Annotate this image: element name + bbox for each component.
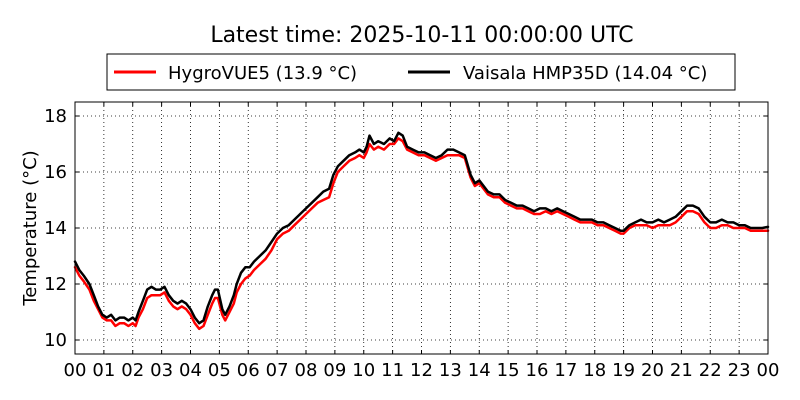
x-tick-label: 05 — [208, 360, 231, 381]
x-tick-label: 08 — [295, 360, 318, 381]
x-tick-label: 03 — [150, 360, 173, 381]
plot-frame — [74, 101, 769, 355]
x-axis-ticks: 00 01 02 03 04 05 06 07 08 09 10 11 12 13 14 15 16 17 18 19… — [64, 102, 780, 381]
y-tick-label: 12 — [44, 274, 67, 295]
y-tick-label: 10 — [44, 330, 67, 351]
grid-lines — [75, 102, 768, 354]
x-tick-label: 16 — [526, 360, 549, 381]
x-tick-label: 13 — [439, 360, 462, 381]
series-line-vaisala — [73, 131, 770, 325]
x-tick-label: 23 — [728, 360, 751, 381]
x-tick-label: 21 — [670, 360, 693, 381]
x-tick-label: 02 — [121, 360, 144, 381]
x-tick-label: 18 — [583, 360, 606, 381]
y-tick-label: 18 — [44, 106, 67, 127]
x-tick-label: 17 — [554, 360, 577, 381]
legend-label-hygrovue5: HygroVUE5 (13.9 °C) — [168, 63, 357, 84]
x-tick-label: 20 — [641, 360, 664, 381]
series-lines — [73, 131, 770, 331]
chart-legend: HygroVUE5 (13.9 °C) Vaisala HMP35D (14.0… — [106, 53, 736, 91]
x-tick-label: 06 — [237, 360, 260, 381]
x-tick-label: 14 — [468, 360, 491, 381]
chart-title: Latest time: 2025-10-11 00:00:00 UTC — [210, 23, 633, 48]
x-tick-label: 09 — [323, 360, 346, 381]
y-axis-label: Temperature (°C) — [20, 150, 41, 306]
x-tick-label: 11 — [381, 360, 404, 381]
x-tick-label: 19 — [612, 360, 635, 381]
x-tick-label: 00 — [64, 360, 87, 381]
x-tick-label: 10 — [352, 360, 375, 381]
x-tick-label: 15 — [497, 360, 520, 381]
x-tick-label: 12 — [410, 360, 433, 381]
y-tick-label: 16 — [44, 162, 67, 183]
x-tick-label: 07 — [266, 360, 289, 381]
x-tick-label: 01 — [92, 360, 115, 381]
series-line-hygrovue5 — [73, 137, 770, 331]
x-tick-label: 22 — [699, 360, 722, 381]
legend-label-vaisala: Vaisala HMP35D (14.04 °C) — [463, 63, 707, 84]
y-tick-label: 14 — [44, 218, 67, 239]
x-tick-label: 04 — [179, 360, 202, 381]
y-axis-ticks: 10 12 14 16 18 — [44, 106, 768, 351]
x-tick-label: 00 — [757, 360, 780, 381]
